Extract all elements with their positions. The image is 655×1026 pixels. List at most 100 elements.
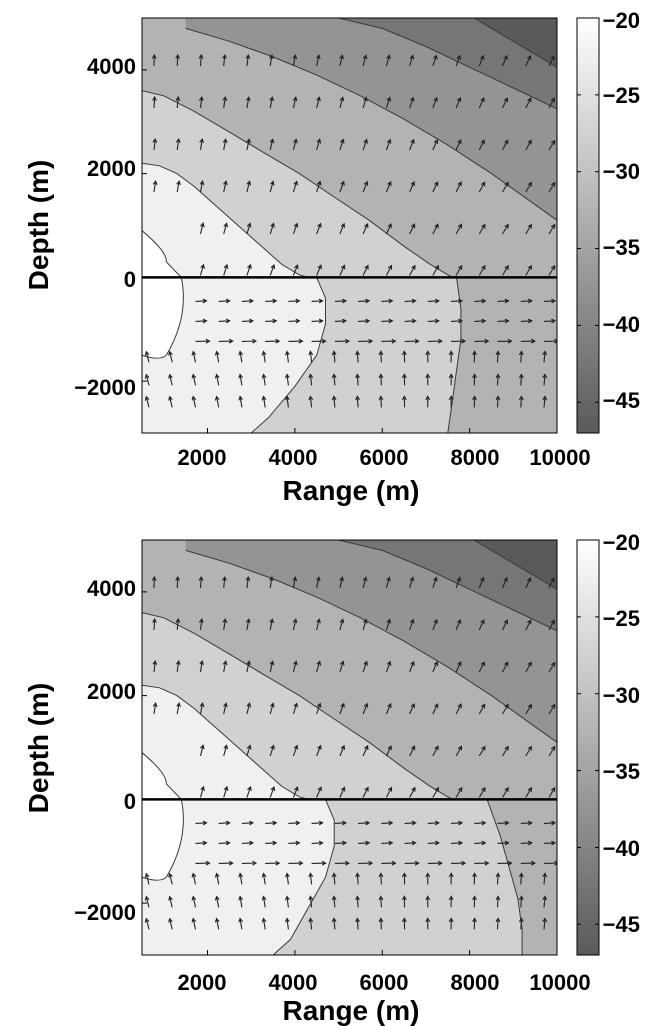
quiver-arrow [520,820,533,826]
bottom-y-tick-label: 2000 [87,679,136,704]
quiver-arrow [315,576,321,589]
quiver-arrow [308,395,314,408]
quiver-arrow [339,54,345,67]
quiver-arrow [316,786,322,798]
quiver-arrow [448,917,454,930]
quiver-arrow [284,395,290,408]
quiver-arrow [222,95,228,109]
quiver-arrow [218,318,231,324]
quiver-arrow [241,860,258,866]
quiver-arrow [432,660,439,673]
source-region [142,230,184,359]
quiver-arrow [288,840,301,846]
quiver-arrow [144,395,150,408]
quiver-arrow [478,264,486,276]
quiver-arrow [525,745,532,757]
quiver-arrow [339,576,345,589]
quiver-arrow [432,138,439,151]
quiver-arrow [261,350,267,363]
quiver-arrow [223,744,229,757]
contour-line [142,612,453,800]
quiver-arrow [502,264,509,276]
quiver-arrow [495,917,501,930]
top-x-tick-label: 10000 [529,445,590,470]
quiver-arrow [223,222,229,235]
quiver-arrow [261,395,267,408]
top-x-tick-label: 2000 [178,445,227,470]
quiver-arrow [268,53,274,67]
quiver-arrow [241,820,255,826]
quiver-arrow [404,318,417,324]
quiver-arrow [451,318,464,324]
quiver-arrow [432,745,439,757]
bottom-colorbar-tick-label: −30 [603,683,640,708]
quiver-arrow [474,840,487,846]
quiver-arrow [401,350,407,363]
quiver-arrow [214,373,220,386]
quiver-arrow [427,298,440,304]
quiver-arrow [339,702,345,715]
quiver-arrow [144,872,150,885]
bottom-x-tick-label: 4000 [269,970,318,995]
quiver-arrow [362,660,368,673]
quiver-arrow [292,138,298,151]
quiver-arrow [478,745,486,757]
quiver-arrow [246,702,252,715]
quiver-arrow [195,840,208,846]
quiver-arrow [548,786,556,798]
quiver-arrow [152,95,157,109]
quiver-arrow [472,895,477,908]
quiver-arrow [339,222,346,235]
quiver-arrow [478,576,485,589]
quiver-arrow [427,820,440,826]
quiver-arrow [218,298,231,304]
quiver-arrow [381,860,397,866]
quiver-arrow [404,298,417,304]
contour-line [185,27,557,221]
quiver-arrow [269,660,275,673]
quiver-arrow [455,181,462,193]
quiver-arrow [495,350,501,363]
quiver-arrow [401,373,407,386]
quiver-arrow [238,917,244,930]
quiver-arrow [331,872,337,885]
quiver-arrow [355,895,360,908]
quiver-arrow [292,54,298,67]
quiver-arrow [362,618,368,631]
quiver-arrow [218,860,234,866]
quiver-arrow [425,895,431,908]
quiver-arrow [288,338,304,344]
quiver-arrow [448,373,454,386]
bottom-panel: Depth (m) Range (m) 2000 4000 6000 8000 … [23,530,640,1026]
quiver-arrow [316,180,322,193]
quiver-arrow [362,96,368,109]
quiver-arrow [548,619,555,631]
quiver-arrow [246,263,252,276]
quiver-arrow [548,223,556,235]
quiver-arrow [308,917,314,930]
quiver-arrow [502,745,509,757]
quiver-arrow [238,872,244,885]
quiver-arrow [495,373,501,386]
quiver-arrow [385,660,392,673]
quiver-arrow [175,53,180,67]
quiver-arrow [378,395,384,408]
quiver-arrow [409,786,416,798]
bottom-colorbar-tick-label: −45 [603,912,640,937]
quiver-arrow [168,895,173,908]
quiver-arrow [195,860,211,866]
quiver-arrow [288,318,301,324]
quiver-arrow [542,373,548,386]
quiver-arrow [223,702,228,715]
quiver-arrow [176,180,181,193]
source-region [142,752,184,881]
quiver-arrow [548,703,556,715]
quiver-field [144,575,557,930]
quiver-arrow [339,786,346,798]
quiver-arrow [284,350,290,363]
quiver-arrow [308,872,314,885]
quiver-arrow [474,338,490,344]
quiver-arrow [455,96,462,109]
quiver-arrow [502,223,509,235]
quiver-arrow [355,373,360,386]
